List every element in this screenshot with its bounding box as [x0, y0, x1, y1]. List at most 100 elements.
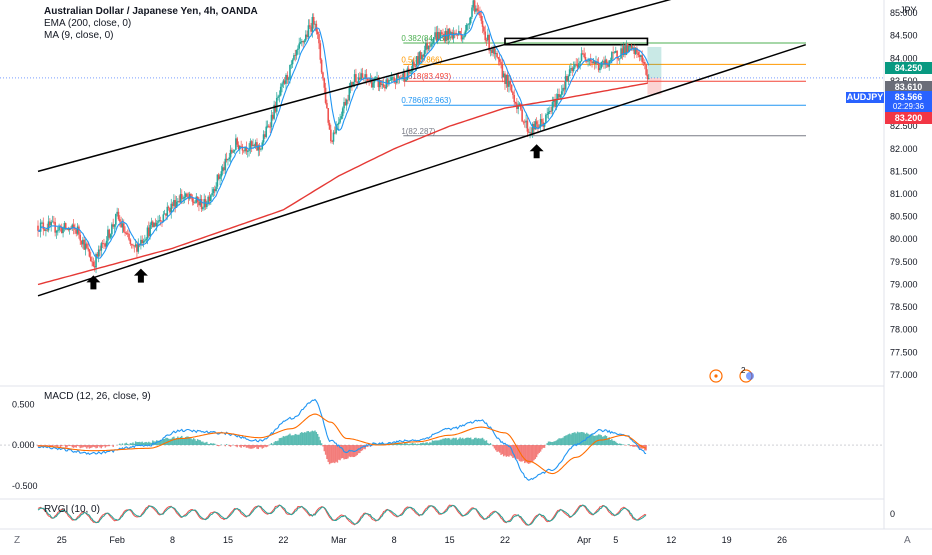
candle-body	[546, 114, 548, 115]
macd-histogram-bar	[543, 445, 544, 448]
macd-histogram-bar	[539, 445, 540, 453]
macd-histogram-bar	[235, 445, 236, 446]
events-badge-count[interactable]: 2	[741, 366, 745, 375]
macd-histogram-bar	[209, 444, 210, 445]
candle-body	[330, 130, 332, 142]
candle	[474, 0, 476, 14]
macd-y-tick-label: -0.500	[12, 481, 38, 491]
macd-histogram-bar	[314, 430, 315, 445]
candle-body	[321, 60, 323, 73]
candle	[201, 195, 203, 212]
candle	[581, 47, 583, 61]
macd-histogram-bar	[635, 445, 636, 447]
candle-body	[587, 61, 589, 62]
macd-histogram-bar	[403, 444, 404, 445]
timezone-icon[interactable]: Z	[14, 535, 20, 546]
macd-histogram-bar	[441, 439, 442, 445]
macd-histogram-bar	[577, 432, 578, 445]
macd-histogram-bar	[583, 433, 584, 445]
macd-histogram-bar	[557, 439, 558, 445]
candle-body	[118, 212, 120, 219]
candle	[93, 257, 95, 267]
ema-legend[interactable]: EMA (200, close, 0)	[44, 18, 258, 30]
candle-body	[581, 53, 583, 61]
macd-histogram-bar	[145, 442, 146, 445]
candle-body	[157, 221, 159, 223]
rvgi-legend[interactable]: RVGI (10, 0)	[44, 504, 100, 516]
macd-histogram-bar	[409, 444, 410, 445]
x-tick-label: 22	[500, 535, 510, 545]
candle	[89, 249, 91, 258]
macd-histogram-bar	[483, 439, 484, 445]
macd-histogram-bar	[594, 436, 595, 445]
candle-body	[469, 23, 471, 24]
macd-histogram-bar	[448, 438, 449, 445]
candle-body	[323, 78, 325, 87]
candle-body	[614, 53, 616, 54]
auto-scale-icon[interactable]: A	[904, 535, 911, 546]
candle	[137, 238, 139, 253]
candle-body	[611, 52, 613, 60]
x-tick-label: Mar	[331, 535, 347, 545]
macd-histogram-bar	[417, 444, 418, 445]
candle	[213, 187, 215, 197]
candle-body	[279, 95, 281, 96]
candle	[298, 38, 300, 55]
candle-body	[325, 88, 327, 103]
x-tick-label: 5	[613, 535, 618, 545]
macd-histogram-bar	[454, 438, 455, 445]
macd-histogram-bar	[615, 442, 616, 445]
candle-body	[149, 225, 151, 236]
macd-histogram-bar	[248, 445, 249, 448]
macd-histogram-bar	[569, 434, 570, 445]
candle-body	[579, 61, 581, 63]
macd-histogram-bar	[611, 439, 612, 445]
macd-histogram-bar	[459, 437, 460, 445]
macd-histogram-bar	[341, 445, 342, 458]
candle	[527, 118, 529, 137]
macd-histogram-bar	[190, 438, 191, 445]
ma-legend[interactable]: MA (9, close, 0)	[44, 30, 258, 42]
channel-lower-trendline	[38, 45, 806, 296]
macd-histogram-bar	[444, 439, 445, 445]
macd-histogram-bar	[91, 445, 92, 447]
candle-body	[280, 87, 282, 96]
macd-histogram-bar	[521, 445, 522, 461]
macd-histogram-bar	[260, 445, 261, 447]
macd-histogram-bar	[252, 445, 253, 448]
candle-body	[521, 110, 523, 122]
macd-histogram-bar	[239, 445, 240, 447]
candle-body	[123, 223, 125, 231]
candle-body	[247, 151, 249, 152]
candle-body	[308, 25, 310, 37]
macd-legend[interactable]: MACD (12, 26, close, 9)	[44, 391, 151, 403]
candle	[569, 65, 571, 76]
macd-histogram-bar	[490, 443, 491, 445]
macd-histogram-bar	[89, 445, 90, 449]
macd-histogram-bar	[103, 445, 104, 446]
candle-body	[548, 112, 550, 114]
candle-body	[496, 53, 498, 57]
macd-histogram-bar	[297, 435, 298, 445]
macd-histogram-bar	[85, 445, 86, 447]
macd-histogram-bar	[56, 445, 57, 446]
macd-histogram-bar	[173, 437, 174, 445]
macd-histogram-bar	[247, 445, 248, 448]
candle-body	[512, 92, 514, 95]
rvgi-signal-line	[38, 505, 646, 525]
candle	[265, 121, 267, 139]
macd-histogram-bar	[213, 443, 214, 445]
candle-body	[115, 214, 117, 225]
macd-histogram-bar	[587, 434, 588, 445]
y-tick-label: 80.000	[890, 234, 918, 244]
macd-histogram-bar	[194, 439, 195, 445]
macd-histogram-bar	[471, 439, 472, 445]
candle-body	[192, 198, 194, 201]
candle-body	[397, 74, 399, 77]
candle-body	[326, 103, 328, 108]
candle-body	[573, 67, 575, 71]
macd-histogram-bar	[401, 444, 402, 445]
macd-histogram-bar	[234, 445, 235, 446]
